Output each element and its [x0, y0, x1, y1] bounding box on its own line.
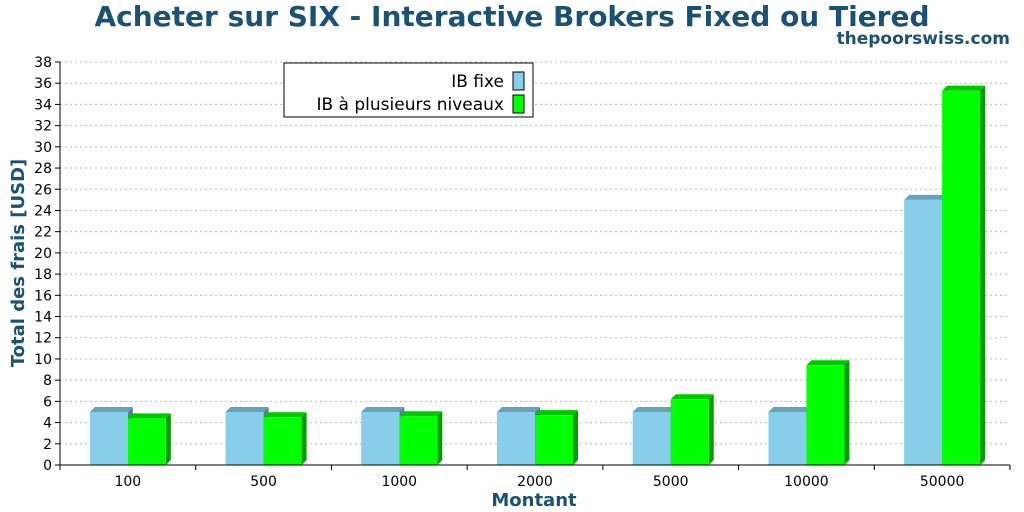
- bar-front-face: [904, 199, 943, 466]
- bar-top-face: [127, 413, 171, 419]
- bar: [806, 360, 850, 465]
- bars: [89, 85, 986, 466]
- bar-side-face: [844, 360, 850, 465]
- bar-front-face: [942, 90, 981, 465]
- bar-side-face: [708, 394, 714, 465]
- axes: [59, 62, 1010, 466]
- grid-lines: [60, 61, 1010, 445]
- y-tick-label: 28: [34, 161, 52, 177]
- x-tick-label: 50000: [920, 474, 965, 490]
- bar-side-face: [980, 85, 986, 465]
- y-tick-label: 26: [34, 182, 52, 198]
- y-tick-label: 22: [34, 225, 52, 241]
- legend-box: [283, 62, 534, 118]
- bar-front-face: [89, 411, 128, 465]
- bar-side-face: [165, 413, 171, 465]
- y-tick-label: 6: [43, 394, 52, 410]
- bar: [942, 85, 986, 465]
- bar-front-face: [535, 415, 573, 465]
- bar: [670, 394, 714, 465]
- bar-top-face: [535, 410, 578, 416]
- y-tick-label: 34: [34, 97, 52, 113]
- y-tick-label: 10: [34, 352, 52, 368]
- legend-swatch: [512, 71, 525, 91]
- bar-top-face: [904, 194, 948, 200]
- bar-top-face: [670, 394, 714, 400]
- bar-front-face: [768, 411, 807, 465]
- x-ticks: 100 500 1000 2000 5000 10000 50000: [59, 465, 1011, 490]
- bar-front-face: [806, 365, 845, 465]
- bar: [632, 406, 676, 465]
- bar: [399, 411, 443, 465]
- bar-top-face: [399, 411, 443, 417]
- bar-front-face: [263, 417, 302, 465]
- y-tick-label: 14: [34, 310, 52, 326]
- bar-front-face: [497, 411, 535, 465]
- y-tick-label: 24: [34, 203, 52, 219]
- bar-top-face: [632, 406, 676, 412]
- bar-top-face: [497, 406, 540, 412]
- bar: [89, 406, 133, 465]
- bar-top-face: [942, 85, 986, 91]
- y-tick-label: 20: [34, 246, 52, 262]
- y-tick-label: 16: [34, 288, 52, 304]
- chart-title: Acheter sur SIX - Interactive Brokers Fi…: [94, 0, 930, 33]
- bar: [263, 412, 307, 465]
- x-tick-label: 1000: [381, 474, 417, 490]
- bar-side-face: [301, 412, 307, 465]
- legend: IB fixe IB à plusieurs niveaux: [283, 62, 534, 118]
- bar-side-face: [437, 411, 443, 465]
- x-tick-label: 5000: [653, 474, 689, 490]
- legend-swatch: [512, 94, 525, 114]
- chart-subtitle: thepoorswiss.com: [836, 29, 1011, 49]
- x-tick-label: 100: [114, 474, 141, 490]
- y-tick-label: 38: [34, 55, 52, 71]
- legend-label: IB fixe: [451, 72, 504, 92]
- legend-label: IB à plusieurs niveaux: [316, 95, 504, 115]
- bar-top-face: [806, 360, 850, 366]
- y-tick-label: 2: [43, 437, 52, 453]
- bar-top-face: [263, 412, 307, 418]
- bar-top-face: [361, 406, 405, 412]
- bar: [768, 406, 812, 465]
- y-tick-label: 18: [34, 267, 52, 283]
- y-tick-label: 36: [34, 76, 52, 92]
- y-tick-label: 30: [34, 140, 52, 156]
- x-tick-label: 10000: [784, 474, 829, 490]
- y-tick-label: 32: [34, 119, 52, 135]
- bar-front-face: [225, 411, 264, 465]
- y-tick-label: 0: [43, 458, 52, 474]
- bar: [497, 406, 540, 465]
- bar-front-face: [632, 411, 671, 465]
- bar-top-face: [225, 406, 269, 412]
- bar: [225, 406, 269, 465]
- bar-front-face: [399, 416, 438, 465]
- bar-top-face: [768, 406, 812, 412]
- x-axis-title: Montant: [491, 490, 577, 511]
- bar: [361, 406, 405, 465]
- y-axis-title: Total des frais [USD]: [8, 159, 29, 368]
- bar: [535, 410, 578, 465]
- bar-front-face: [361, 411, 400, 465]
- x-tick-label: 2000: [517, 474, 553, 490]
- y-tick-label: 4: [43, 416, 52, 432]
- y-tick-label: 12: [34, 331, 52, 347]
- x-tick-label: 500: [250, 474, 277, 490]
- y-tick-label: 8: [43, 373, 52, 389]
- bar-front-face: [127, 418, 166, 465]
- bar: [127, 413, 171, 465]
- bar: [904, 194, 948, 466]
- bar-side-face: [573, 410, 578, 465]
- bar-top-face: [89, 406, 133, 412]
- bar-front-face: [670, 399, 709, 465]
